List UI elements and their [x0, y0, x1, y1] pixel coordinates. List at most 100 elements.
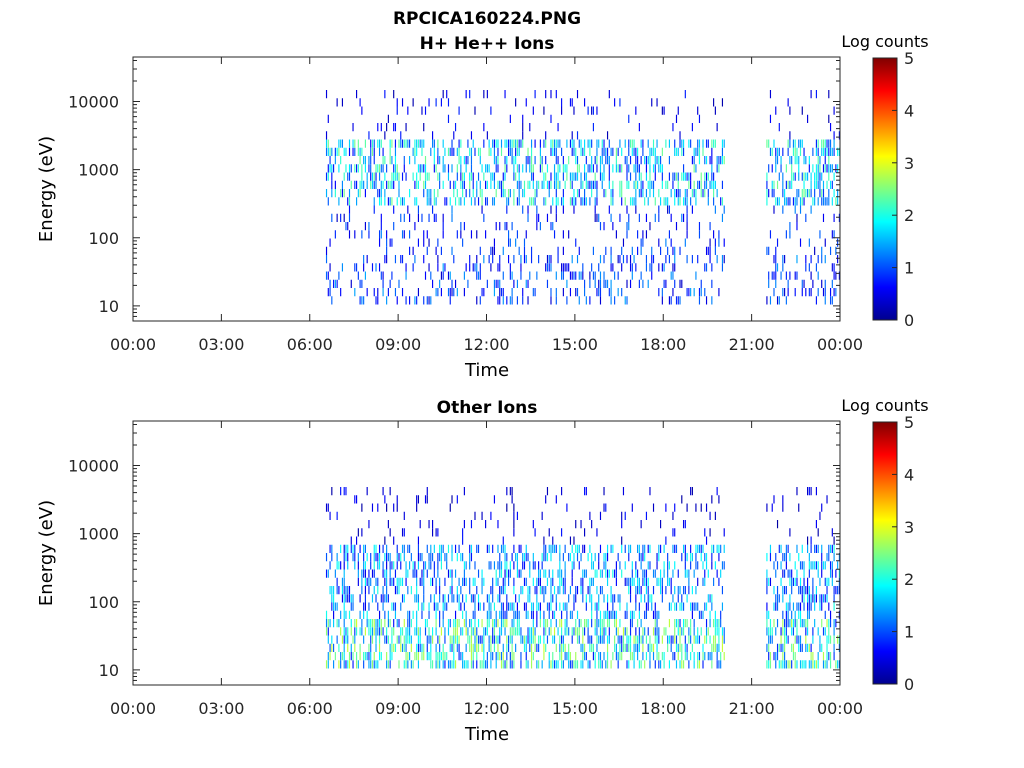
spectrogram-cell — [782, 652, 784, 661]
x-tick-label: 00:00 — [110, 335, 156, 354]
spectrogram-cell — [550, 139, 552, 148]
spectrogram-cell — [523, 643, 526, 652]
spectrogram-cell — [508, 147, 510, 156]
spectrogram-cell — [635, 627, 637, 636]
spectrogram-cell — [782, 495, 784, 504]
spectrogram-cell — [377, 627, 379, 636]
spectrogram-cell — [626, 164, 628, 173]
spectrogram-cell — [582, 635, 584, 644]
spectrogram-cell — [612, 147, 614, 156]
spectrogram-cell — [675, 222, 678, 231]
spectrogram-cell — [675, 544, 678, 553]
spectrogram-cell — [801, 288, 803, 297]
spectrogram-cell — [370, 635, 372, 644]
spectrogram-cell — [682, 520, 685, 529]
spectrogram-cell — [674, 561, 676, 570]
spectrogram-cell — [628, 139, 630, 148]
spectrogram-cell — [821, 561, 823, 570]
spectrogram-cell — [409, 635, 411, 644]
spectrogram-cell — [707, 172, 709, 181]
spectrogram-cell — [686, 222, 688, 231]
spectrogram-cell — [723, 139, 725, 148]
spectrogram-cell — [546, 164, 549, 173]
spectrogram-cell — [721, 139, 724, 148]
x-tick-label: 00:00 — [110, 699, 156, 718]
spectrogram-cell — [587, 660, 589, 669]
spectrogram-cell — [555, 594, 557, 603]
spectrogram-cell — [433, 602, 435, 611]
spectrogram-cell — [796, 602, 798, 611]
spectrogram-cell — [474, 635, 476, 644]
spectrogram-cell — [787, 139, 789, 148]
spectrogram-cell — [386, 652, 388, 661]
spectrogram-cell — [817, 139, 819, 148]
spectrogram-cell — [658, 156, 660, 165]
spectrogram-cell — [435, 577, 437, 586]
spectrogram-cell — [668, 577, 670, 586]
spectrogram-cell — [437, 156, 439, 165]
spectrogram-cell — [661, 288, 663, 297]
spectrogram-cell — [416, 586, 418, 595]
spectrogram-cell — [656, 652, 658, 661]
spectrogram-cell — [423, 230, 425, 239]
spectrogram-cell — [571, 147, 573, 156]
spectrogram-cell — [682, 660, 685, 669]
spectrogram-cell — [578, 619, 580, 628]
spectrogram-cell — [695, 197, 697, 206]
spectrogram-cell — [370, 561, 372, 570]
spectrogram-cell — [828, 114, 830, 123]
spectrogram-cell — [810, 172, 812, 181]
spectrogram-cell — [416, 172, 418, 181]
spectrogram-cell — [575, 544, 577, 553]
x-axis: 00:00 03:00 06:00 09:00 12:00 15:00 18:00 21:00… — [110, 421, 863, 718]
spectrogram-cell — [571, 561, 573, 570]
spectrogram-cell — [500, 619, 503, 628]
spectrogram-cell — [394, 156, 397, 165]
spectrogram-cell — [667, 205, 669, 214]
spectrogram-cell — [545, 553, 547, 562]
colorbar-tick-label: 2 — [904, 206, 914, 225]
spectrogram-cell — [409, 139, 411, 148]
spectrogram-cell — [631, 147, 633, 156]
spectrogram-cell — [661, 586, 663, 595]
spectrogram-cell — [651, 246, 653, 255]
spectrogram-cell — [645, 577, 648, 586]
spectrogram-cell — [718, 619, 720, 628]
spectrogram-cell — [670, 643, 672, 652]
spectrogram-cell — [504, 627, 506, 636]
spectrogram-cell — [688, 577, 690, 586]
spectrogram-cell — [366, 619, 368, 628]
spectrogram-cell — [686, 643, 688, 652]
spectrogram-cell — [591, 263, 593, 272]
spectrogram-cell — [564, 561, 566, 570]
spectrogram-cell — [707, 627, 709, 636]
spectrogram-cell — [718, 495, 720, 504]
spectrogram-cell — [594, 660, 596, 669]
spectrogram-cell — [532, 652, 534, 661]
spectrogram-cell — [378, 172, 381, 181]
spectrogram-cell — [826, 180, 828, 189]
spectrogram-cell — [791, 643, 793, 652]
spectrogram-cell — [587, 586, 589, 595]
spectrogram-cell — [359, 279, 361, 288]
spectrogram-cell — [721, 213, 724, 222]
spectrogram-cell — [523, 577, 526, 586]
spectrogram-cell — [720, 156, 722, 165]
spectrogram-cell — [614, 594, 616, 603]
spectrogram-cell — [780, 577, 782, 586]
spectrogram-cell — [668, 230, 670, 239]
spectrogram-cell — [403, 164, 405, 173]
spectrogram-cell — [539, 139, 541, 148]
spectrogram-cell — [665, 255, 667, 264]
spectrogram-cell — [562, 156, 564, 165]
spectrogram-cell — [343, 172, 345, 181]
spectrogram-cell — [493, 619, 496, 628]
spectrogram-cell — [449, 586, 451, 595]
spectrogram-cell — [714, 511, 716, 520]
spectrogram-cell — [608, 205, 610, 214]
spectrogram-cell — [787, 619, 789, 628]
spectrogram-cell — [559, 652, 561, 661]
spectrogram-cell — [432, 131, 434, 140]
spectrogram-cell — [469, 147, 471, 156]
